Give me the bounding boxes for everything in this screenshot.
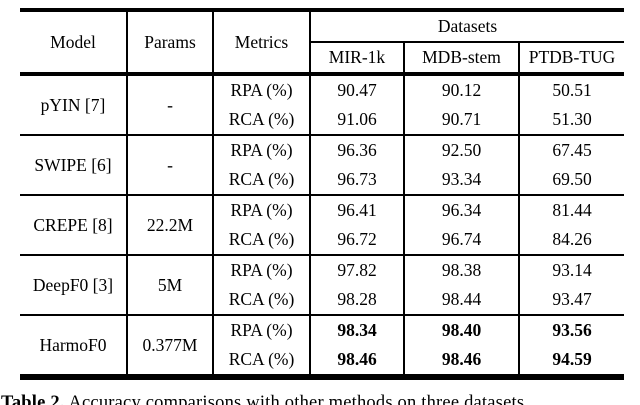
value-cell: 98.44 — [403, 285, 519, 315]
params-cell: 5M — [126, 254, 213, 315]
table-row: RCA (%) 96.73 93.34 69.50 — [20, 165, 625, 195]
params-cell: 0.377M — [126, 314, 213, 377]
value-cell: 90.71 — [403, 105, 519, 135]
metric-label-cell: RPA (%) — [212, 314, 310, 345]
value-cell: 96.72 — [309, 225, 404, 255]
column-header-ptdbtug: PTDB-TUG — [517, 42, 625, 74]
params-cell: 22.2M — [126, 194, 213, 255]
table-row: RCA (%) 98.28 98.44 93.47 — [20, 285, 625, 315]
value-cell: 51.30 — [517, 105, 625, 135]
metric-label-cell: RCA (%) — [212, 345, 310, 377]
column-header-mdbstem: MDB-stem — [403, 42, 519, 74]
value-cell: 93.14 — [517, 254, 625, 285]
value-cell: 97.82 — [309, 254, 404, 285]
value-cell: 96.41 — [309, 194, 404, 225]
table-body: pYIN [7] - RPA (%) 90.47 90.12 50.51 RCA… — [20, 74, 625, 377]
column-header-params: Params — [126, 10, 213, 74]
value-cell: 98.46 — [309, 345, 404, 377]
value-cell: 98.46 — [403, 345, 519, 377]
table-row: SWIPE [6] - RPA (%) 96.36 92.50 67.45 — [20, 134, 625, 195]
table-row: pYIN [7] - RPA (%) 90.47 90.12 50.51 — [20, 74, 625, 135]
metric-label-cell: RPA (%) — [212, 194, 310, 225]
table-header: Model Params Metrics Datasets MIR-1k MDB… — [20, 10, 625, 74]
value-cell: 81.44 — [517, 194, 625, 225]
table-row: RCA (%) 96.72 96.74 84.26 — [20, 225, 625, 255]
value-cell: 50.51 — [517, 74, 625, 105]
results-table: Model Params Metrics Datasets MIR-1k MDB… — [20, 8, 625, 380]
metric-label-cell: RCA (%) — [212, 285, 310, 315]
column-header-mir1k: MIR-1k — [309, 42, 404, 74]
value-cell: 92.50 — [403, 134, 519, 165]
value-cell: 84.26 — [517, 225, 625, 255]
value-cell: 96.34 — [403, 194, 519, 225]
value-cell: 96.74 — [403, 225, 519, 255]
header-row-top: Model Params Metrics Datasets — [20, 10, 625, 74]
caption-label: Table 2. — [1, 393, 65, 405]
value-cell: 93.47 — [517, 285, 625, 315]
model-cell: HarmoF0 — [20, 314, 127, 377]
value-cell: 93.34 — [403, 165, 519, 195]
header-row-sub: MIR-1k MDB-stem PTDB-TUG — [20, 42, 625, 74]
value-cell: 93.56 — [517, 314, 625, 345]
table-row: RCA (%) 91.06 90.71 51.30 — [20, 105, 625, 135]
metric-label-cell: RPA (%) — [212, 254, 310, 285]
value-cell: 98.28 — [309, 285, 404, 315]
model-cell: pYIN [7] — [40, 94, 106, 115]
metric-label-cell: RCA (%) — [212, 105, 310, 135]
table-row: CREPE [8] 22.2M RPA (%) 96.41 96.34 81.4… — [20, 194, 625, 255]
metric-label-cell: RPA (%) — [212, 74, 310, 105]
metric-label-cell: RCA (%) — [212, 165, 310, 195]
value-cell: 98.40 — [403, 314, 519, 345]
value-cell: 90.47 — [309, 74, 404, 105]
table-row: RCA (%) 98.46 98.46 94.59 — [20, 345, 625, 377]
caption-text: Accuracy comparisons with other methods … — [68, 393, 530, 405]
metric-label-cell: RCA (%) — [212, 225, 310, 255]
metric-label-cell: RPA (%) — [212, 134, 310, 165]
model-cell: SWIPE [6] — [20, 134, 127, 195]
value-cell: 98.34 — [309, 314, 404, 345]
value-cell: 90.12 — [403, 74, 519, 105]
column-header-model: Model — [50, 31, 96, 52]
value-cell: 96.36 — [309, 134, 404, 165]
value-cell: 96.73 — [309, 165, 404, 195]
value-cell: 67.45 — [517, 134, 625, 165]
value-cell: 98.38 — [403, 254, 519, 285]
params-cell: - — [126, 74, 213, 135]
column-header-metrics: Metrics — [212, 10, 310, 74]
model-cell: DeepF0 [3] — [20, 254, 127, 315]
value-cell: 69.50 — [517, 165, 625, 195]
table-row: DeepF0 [3] 5M RPA (%) 97.82 98.38 93.14 — [20, 254, 625, 315]
value-cell: 94.59 — [517, 345, 625, 377]
model-cell: CREPE [8] — [20, 194, 127, 255]
table-row: HarmoF0 0.377M RPA (%) 98.34 98.40 93.56 — [20, 314, 625, 377]
value-cell: 91.06 — [309, 105, 404, 135]
params-cell: - — [126, 134, 213, 195]
table-caption: Table 2. Accuracy comparisons with other… — [1, 393, 529, 405]
column-header-datasets-group: Datasets — [308, 10, 625, 43]
